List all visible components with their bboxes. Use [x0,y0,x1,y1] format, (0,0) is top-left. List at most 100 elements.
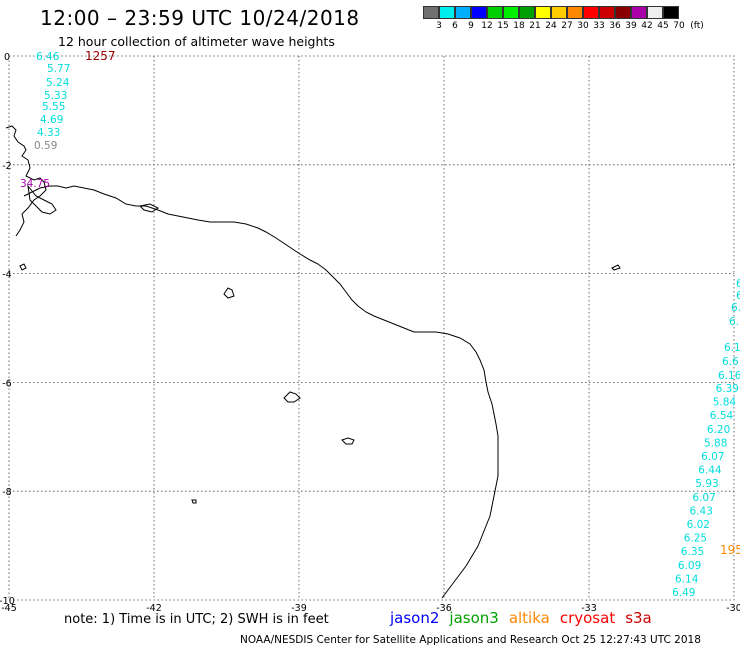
colorbar-tick-label: 12 [481,21,493,31]
colorbar-swatch [455,6,471,19]
coastline-mainland [23,185,499,599]
wave-height-label: 6.54 [710,410,734,422]
wave-height-label: 6.07 [701,451,724,463]
wave-height-label: 0.59 [34,140,57,152]
satellite-legend-item: cryosat [559,609,616,627]
wave-height-label: 6.35 [681,546,704,558]
wave-height-label: 6.14 [675,573,699,585]
wave-height-label: 5.88 [704,437,727,449]
wave-height-label: 5.84 [713,397,737,409]
lon-tick-label: -36 [436,603,452,614]
island-3 [341,437,355,445]
colorbar-swatch [471,6,487,19]
colorbar-tick-label: 70 [673,21,685,31]
lat-tick-label: -8 [2,487,11,498]
colorbar [423,6,679,19]
lat-tick-label: -2 [2,161,11,172]
colorbar-tick-label: 18 [513,21,525,31]
wave-height-label: 1257 [85,49,116,63]
wave-height-label: 4.69 [40,114,63,126]
coastline [5,125,621,599]
colorbar-tick-label: 3 [436,21,442,31]
map-subtitle: 12 hour collection of altimeter wave hei… [58,34,335,49]
satellite-legend-item: altika [508,609,550,627]
wave-height-label: 6.16 [718,370,740,382]
island-2 [283,391,301,403]
footnote: note: 1) Time is in UTC; 2) SWH is in fe… [64,612,329,627]
wave-height-label: 6 [736,278,740,290]
colorbar-swatch [663,6,679,19]
colorbar-swatch [599,6,615,19]
wave-height-label: 6.02 [687,519,710,531]
colorbar-tick-label: 45 [657,21,669,31]
wave-height-label: 5.55 [42,101,65,113]
colorbar-swatch [615,6,631,19]
wave-height-label: 5.77 [47,63,70,75]
lon-tick-label: -45 [1,603,17,614]
colorbar-tick-label: 27 [561,21,573,31]
wave-height-label: 6.20 [707,424,730,436]
map-frame [8,55,735,601]
colorbar-swatch [503,6,519,19]
colorbar-tick-label: 36 [609,21,621,31]
satellite-legend-item: jason2 [390,609,440,627]
colorbar-swatch [535,6,551,19]
wave-height-label: 195 [720,543,740,557]
colorbar-swatch [519,6,535,19]
satellite-legend: jason2 jason3 altika cryosat s3a [390,609,662,627]
wave-height-label: 6.6 [722,356,739,368]
wave-height-label: 6. [731,302,740,314]
map-title: 12:00 – 23:59 UTC 10/24/2018 [40,6,360,30]
wave-height-label: 5.93 [695,478,718,490]
axis-tick-labels: -45 -42 -39 -36 -33 -30 0 -2 -4 -6 -8 -10 [0,52,740,614]
coastline-northwest [5,125,47,237]
colorbar-swatch [487,6,503,19]
lon-tick-label: -33 [581,603,597,614]
wave-height-label: 6.25 [684,533,707,545]
colorbar-swatch [439,6,455,19]
satellite-legend-item: s3a [625,609,652,627]
colorbar-swatch [631,6,647,19]
island-6 [611,264,621,271]
wave-height-label: 6.07 [692,492,715,504]
wave-height-label: 4.33 [37,127,60,139]
wave-height-label: 6.44 [698,465,722,477]
graticule [8,55,735,601]
wave-height-label: 6. [729,316,739,328]
wave-height-label: 6.09 [678,560,701,572]
colorbar-tick-label: 21 [529,21,541,31]
wave-height-label: 5.33 [44,90,67,102]
lon-tick-label: -30 [726,603,740,614]
wave-height-labels: 6.465.77 5.245.335.554.694.330.59 34.75 125… [20,49,740,599]
wave-height-label: 5.24 [46,77,70,89]
colorbar-swatch [567,6,583,19]
island-7 [138,203,159,213]
colorbar-tick-label: 33 [593,21,605,31]
island-5 [191,499,197,504]
wave-height-label: 6.1 [724,342,740,354]
colorbar-swatch [551,6,567,19]
wave-height-label: 34.75 [20,178,50,190]
credit-line: NOAA/NESDIS Center for Satellite Applica… [240,634,701,646]
colorbar-tick-label: 15 [497,21,509,31]
island-1 [223,287,235,299]
lat-tick-label: 0 [4,52,10,63]
colorbar-swatch [647,6,663,19]
wave-height-label: 6 [736,290,740,302]
lat-tick-label: -6 [2,378,11,389]
lat-tick-label: -10 [0,596,15,607]
satellite-legend-item: jason3 [449,609,499,627]
coastline-inlet [27,184,57,215]
island-4 [19,263,27,271]
colorbar-labels: 3 6 9 12 15 18 21 24 27 30 33 36 39 42 45 70 (ft) [423,21,740,33]
wave-height-label: 6.46 [36,51,60,63]
colorbar-swatch [583,6,599,19]
wave-height-label: 6.49 [672,587,695,599]
colorbar-tick-label: 42 [641,21,653,31]
colorbar-swatch [423,6,439,19]
wave-height-label: 6.43 [690,505,713,517]
lon-tick-label: -42 [146,603,162,614]
wave-height-label: 6.39 [716,383,739,395]
colorbar-tick-label: 24 [545,21,557,31]
